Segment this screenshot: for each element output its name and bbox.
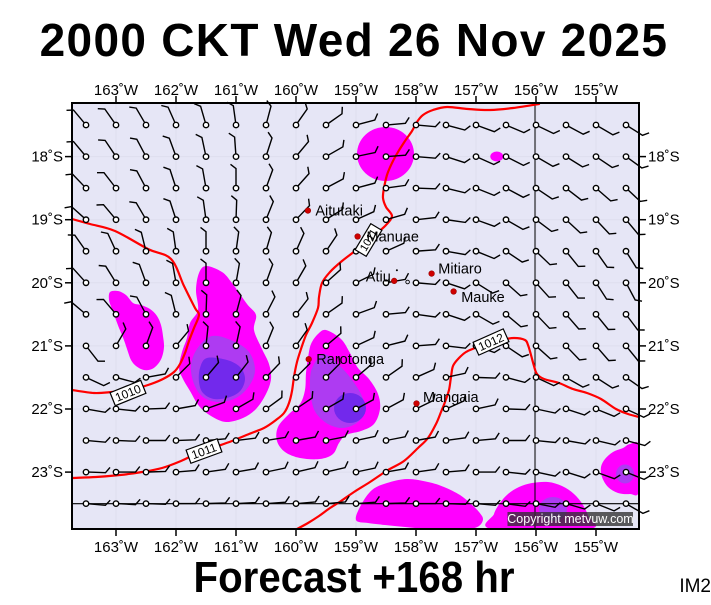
svg-text:Atiu: Atiu (366, 270, 391, 286)
svg-text:159˚W: 159˚W (334, 82, 379, 99)
svg-text:IM2: IM2 (679, 576, 711, 597)
svg-text:23˚S: 23˚S (648, 464, 680, 481)
svg-text:19˚S: 19˚S (648, 212, 680, 229)
svg-text:18˚S: 18˚S (648, 149, 680, 166)
svg-text:163˚W: 163˚W (94, 539, 139, 556)
svg-text:22˚S: 22˚S (31, 401, 63, 418)
svg-text:160˚W: 160˚W (274, 539, 319, 556)
svg-text:Forecast +168 hr: Forecast +168 hr (194, 553, 515, 600)
svg-text:2000 CKT Wed 26 Nov 2025: 2000 CKT Wed 26 Nov 2025 (40, 14, 669, 66)
svg-text:155˚W: 155˚W (574, 539, 619, 556)
svg-text:Copyright metvuw.com: Copyright metvuw.com (507, 512, 633, 526)
svg-text:19˚S: 19˚S (31, 212, 63, 229)
svg-text:157˚W: 157˚W (454, 539, 499, 556)
svg-text:163˚W: 163˚W (94, 82, 139, 99)
svg-text:161˚W: 161˚W (214, 82, 259, 99)
svg-text:Rarotonga: Rarotonga (316, 352, 385, 368)
svg-text:156˚W: 156˚W (514, 82, 559, 99)
svg-text:159˚W: 159˚W (334, 539, 379, 556)
svg-text:162˚W: 162˚W (154, 82, 199, 99)
svg-text:Manuae: Manuae (367, 230, 419, 246)
svg-text:158˚W: 158˚W (394, 539, 439, 556)
svg-text:Mauke: Mauke (461, 290, 505, 306)
svg-text:160˚W: 160˚W (274, 82, 319, 99)
svg-text:155˚W: 155˚W (574, 82, 619, 99)
svg-text:23˚S: 23˚S (31, 464, 63, 481)
svg-text:21˚S: 21˚S (648, 338, 680, 355)
svg-text:Mangaia: Mangaia (423, 390, 480, 406)
svg-text:158˚W: 158˚W (394, 82, 439, 99)
svg-text:Mitiaro: Mitiaro (438, 262, 482, 278)
svg-text:156˚W: 156˚W (514, 539, 559, 556)
svg-text:22˚S: 22˚S (648, 401, 680, 418)
svg-text:21˚S: 21˚S (31, 338, 63, 355)
svg-text:162˚W: 162˚W (154, 539, 199, 556)
svg-text:18˚S: 18˚S (31, 149, 63, 166)
svg-text:Aitutaki: Aitutaki (315, 204, 363, 220)
svg-text:20˚S: 20˚S (31, 275, 63, 292)
svg-text:157˚W: 157˚W (454, 82, 499, 99)
svg-text:20˚S: 20˚S (648, 275, 680, 292)
svg-text:161˚W: 161˚W (214, 539, 259, 556)
